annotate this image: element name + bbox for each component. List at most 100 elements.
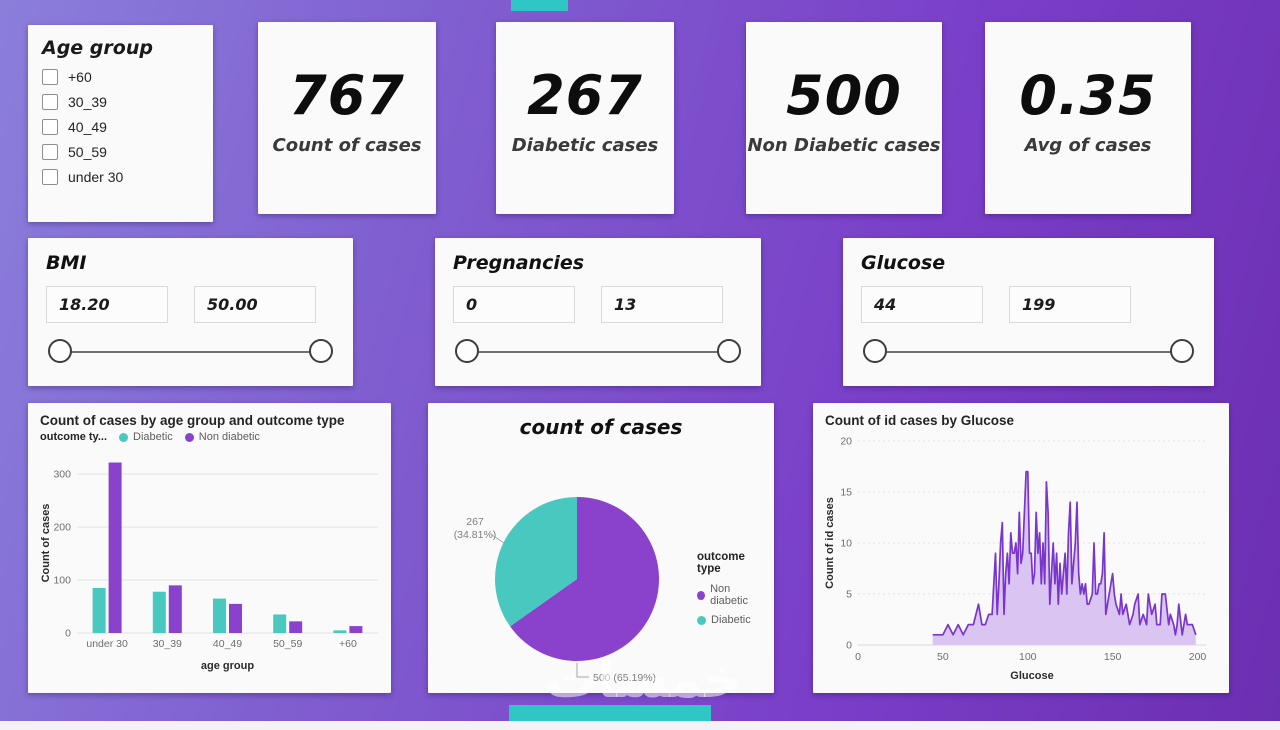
legend-label: Diabetic — [711, 614, 751, 626]
svg-text:40_49: 40_49 — [213, 638, 242, 650]
pie-chart-legend: outcome type Non diabetic Diabetic — [697, 551, 765, 633]
svg-text:Count of id cases: Count of id cases — [824, 497, 836, 589]
slicer-item-30-39[interactable]: 30_39 — [42, 94, 199, 110]
non-diabetic-color-dot — [697, 590, 706, 600]
slider-handle-max[interactable] — [309, 339, 333, 363]
kpi-card-count-of-cases: 767 Count of cases — [258, 22, 436, 214]
line-chart-title: Count of id cases by Glucose — [825, 413, 1015, 428]
svg-text:10: 10 — [840, 538, 852, 550]
svg-text:30_39: 30_39 — [153, 638, 182, 650]
filter-title: BMI — [46, 252, 87, 274]
svg-text:Glucose: Glucose — [1010, 670, 1053, 682]
bottom-accent-bar — [509, 705, 711, 722]
svg-text:50: 50 — [937, 651, 949, 663]
top-accent-bar — [511, 0, 568, 11]
kpi-card-non-diabetic-cases: 500 Non Diabetic cases — [746, 22, 942, 214]
age-group-slicer: Age group +60 30_39 40_49 50_59 under 30 — [28, 25, 213, 222]
non-diabetic-color-dot — [184, 432, 194, 442]
line-chart-card: Count of id cases by Glucose 0 5 10 15 20 0 50… — [813, 403, 1229, 693]
checkbox-icon[interactable] — [42, 69, 58, 85]
slider-handle-min[interactable] — [48, 339, 72, 363]
filter-title: Glucose — [861, 252, 946, 274]
slider-track[interactable] — [875, 351, 1182, 353]
diabetic-color-dot — [697, 615, 706, 625]
svg-text:200: 200 — [1189, 651, 1207, 663]
svg-text:+60: +60 — [339, 638, 357, 650]
bar-chart-legend: outcome ty... Diabetic Non diabetic — [40, 431, 382, 443]
kpi-label: Avg of cases — [1024, 135, 1152, 156]
slider-handle-min[interactable] — [455, 339, 479, 363]
slicer-item-label: 50_59 — [68, 144, 107, 160]
watermark-text: خمسات — [545, 650, 743, 710]
glucose-min-input[interactable]: 44 — [861, 286, 983, 323]
svg-text:100: 100 — [53, 575, 71, 587]
slicer-item-label: 30_39 — [68, 94, 107, 110]
svg-text:under 30: under 30 — [86, 638, 128, 650]
svg-text:100: 100 — [1019, 651, 1037, 663]
bmi-max-input[interactable]: 50.00 — [194, 286, 316, 323]
svg-text:150: 150 — [1104, 651, 1122, 663]
svg-text:(34.81%): (34.81%) — [454, 529, 497, 541]
svg-text:15: 15 — [840, 487, 852, 499]
kpi-label: Count of cases — [272, 135, 422, 156]
legend-item-non-diabetic[interactable]: Non diabetic — [184, 431, 260, 443]
pregnancies-range-slider — [455, 335, 741, 371]
slider-handle-min[interactable] — [863, 339, 887, 363]
slider-track[interactable] — [60, 351, 321, 353]
svg-text:0: 0 — [855, 651, 861, 663]
bar-chart-canvas[interactable]: 0 100 200 300 under 30 30_39 40_49 50_59 +60 age … — [37, 445, 382, 673]
checkbox-icon[interactable] — [42, 119, 58, 135]
slicer-item-60plus[interactable]: +60 — [42, 69, 199, 85]
bar-chart-card: Count of cases by age group and outcome … — [28, 403, 391, 693]
legend-label: Diabetic — [133, 431, 173, 443]
svg-text:50_59: 50_59 — [273, 638, 302, 650]
pregnancies-min-input[interactable]: 0 — [453, 286, 575, 323]
kpi-value: 0.35 — [1019, 64, 1157, 127]
slider-handle-max[interactable] — [1170, 339, 1194, 363]
legend-label: Non diabetic — [710, 583, 748, 607]
slicer-item-label: +60 — [68, 69, 92, 85]
legend-item-non-diabetic[interactable]: Non diabetic — [697, 583, 765, 607]
kpi-value: 500 — [786, 64, 902, 127]
slicer-item-label: under 30 — [68, 169, 124, 185]
slicer-item-label: 40_49 — [68, 119, 107, 135]
glucose-filter-card: Glucose 44 199 — [843, 238, 1214, 386]
svg-text:Count of cases: Count of cases — [40, 504, 52, 583]
svg-text:20: 20 — [840, 436, 852, 448]
svg-text:267: 267 — [466, 516, 484, 528]
bmi-min-input[interactable]: 18.20 — [46, 286, 168, 323]
pie-chart-card: count of cases 267 (34.81%) 500 (65.19%) o… — [428, 403, 774, 693]
slicer-item-40-49[interactable]: 40_49 — [42, 119, 199, 135]
glucose-max-input[interactable]: 199 — [1009, 286, 1131, 323]
filter-title: Pregnancies — [453, 252, 585, 274]
checkbox-icon[interactable] — [42, 94, 58, 110]
svg-text:0: 0 — [65, 628, 71, 640]
checkbox-icon[interactable] — [42, 144, 58, 160]
bar-chart-title: Count of cases by age group and outcome … — [40, 413, 345, 428]
kpi-value: 767 — [289, 64, 405, 127]
svg-text:age group: age group — [201, 660, 254, 672]
legend-item-diabetic[interactable]: Diabetic — [697, 614, 765, 626]
svg-text:5: 5 — [846, 589, 852, 601]
glucose-range-slider — [863, 335, 1194, 371]
legend-title: outcome ty... — [40, 431, 108, 443]
checkbox-icon[interactable] — [42, 169, 58, 185]
bottom-strip — [0, 721, 1280, 730]
diabetic-color-dot — [119, 432, 129, 442]
legend-item-diabetic[interactable]: Diabetic — [119, 431, 173, 443]
kpi-label: Non Diabetic cases — [747, 135, 941, 156]
bmi-filter-card: BMI 18.20 50.00 — [28, 238, 353, 386]
pie-chart-canvas[interactable]: 267(34.81%) 500 (65.19%) — [437, 439, 763, 691]
pregnancies-filter-card: Pregnancies 0 13 — [435, 238, 761, 386]
svg-text:300: 300 — [53, 469, 71, 481]
slicer-item-50-59[interactable]: 50_59 — [42, 144, 199, 160]
kpi-card-diabetic-cases: 267 Diabetic cases — [496, 22, 674, 214]
pregnancies-max-input[interactable]: 13 — [601, 286, 723, 323]
slider-track[interactable] — [467, 351, 729, 353]
slicer-item-under-30[interactable]: under 30 — [42, 169, 199, 185]
legend-title: outcome type — [697, 551, 745, 575]
svg-text:500 (65.19%): 500 (65.19%) — [593, 672, 656, 684]
slider-handle-max[interactable] — [717, 339, 741, 363]
